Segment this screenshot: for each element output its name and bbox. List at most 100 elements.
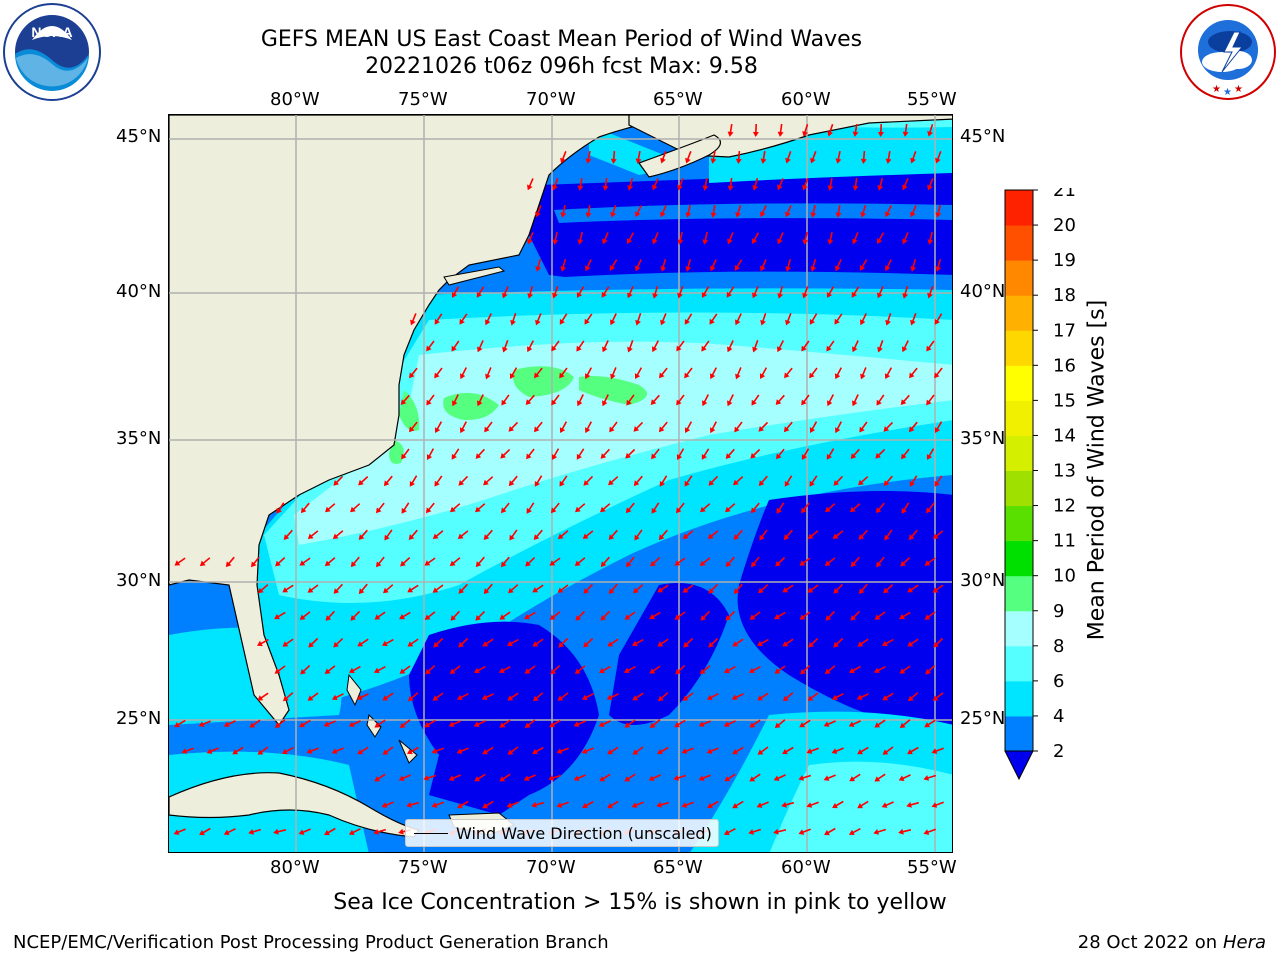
- colorbar-tick-label: 18: [1053, 285, 1076, 306]
- wave-direction-arrowhead: [748, 829, 754, 835]
- wave-direction-arrowhead: [834, 373, 841, 380]
- wave-direction-arrowhead: [860, 158, 867, 164]
- wave-direction-arrowhead: [707, 533, 714, 539]
- wave-direction-arrowhead: [757, 640, 763, 647]
- wave-direction-arrowhead: [476, 292, 482, 298]
- wave-direction-arrowhead: [610, 319, 616, 326]
- wave-direction-arrowhead: [610, 158, 617, 164]
- wave-direction-arrowhead: [257, 587, 264, 594]
- wave-direction-arrowhead: [882, 640, 888, 647]
- wave-direction-arrowhead: [376, 507, 382, 514]
- wave-direction-arrowhead: [533, 695, 539, 702]
- wave-direction-arrowhead: [802, 184, 808, 191]
- wave-direction-arrowhead: [759, 373, 766, 379]
- bottom-lon-tick: 70°W: [526, 857, 576, 878]
- wave-direction-arrowhead: [925, 668, 931, 675]
- wave-direction-arrowhead: [507, 749, 514, 755]
- svg-text:★: ★: [1234, 84, 1243, 95]
- wave-direction-arrowhead: [423, 775, 430, 781]
- wave-direction-arrowhead: [798, 829, 805, 835]
- wave-direction-arrowhead: [785, 157, 791, 164]
- wave-direction-arrowhead: [598, 721, 605, 727]
- wave-direction-arrowhead: [708, 480, 715, 486]
- wave-direction-arrowhead: [699, 560, 706, 566]
- wave-direction-arrowhead: [534, 481, 540, 487]
- wave-direction-arrowhead: [426, 399, 432, 406]
- wave-direction-arrowhead: [809, 372, 815, 379]
- wave-direction-arrowhead: [652, 184, 658, 191]
- wave-direction-arrowhead: [684, 480, 690, 487]
- wave-direction-arrowhead: [501, 399, 507, 406]
- wave-direction-arrowhead: [849, 776, 856, 782]
- wave-direction-arrowhead: [758, 426, 765, 432]
- wave-direction-arrowhead: [600, 506, 606, 513]
- wave-direction-arrowhead: [535, 266, 542, 272]
- wave-direction-arrowhead: [725, 453, 732, 459]
- wave-direction-arrowhead: [450, 506, 456, 513]
- footer-machine: Hera: [1222, 932, 1266, 953]
- wave-direction-arrowhead: [323, 721, 330, 727]
- wave-direction-arrowhead: [552, 239, 559, 245]
- wave-direction-arrowhead: [698, 775, 705, 781]
- wave-direction-arrowhead: [174, 722, 180, 728]
- wave-direction-arrowhead: [325, 506, 331, 513]
- wave-direction-arrowhead: [576, 292, 583, 298]
- colorbar-tick-label: 11: [1053, 531, 1076, 552]
- wave-direction-arrowhead: [750, 452, 756, 459]
- wave-direction-arrowhead: [676, 454, 683, 460]
- wave-direction-arrowhead: [902, 131, 909, 137]
- wave-direction-arrowhead: [801, 507, 807, 514]
- wave-direction-arrowhead: [782, 641, 789, 647]
- wave-direction-arrowhead: [851, 291, 857, 298]
- wave-direction-arrowhead: [752, 292, 758, 299]
- wave-direction-arrowhead: [408, 695, 414, 702]
- wave-direction-arrowhead: [434, 480, 440, 487]
- wave-direction-arrowhead: [607, 641, 614, 647]
- wave-direction-arrowhead: [458, 641, 464, 648]
- wave-direction-arrowhead: [931, 748, 938, 754]
- wave-direction-arrowhead: [784, 372, 790, 379]
- wave-direction-arrowhead: [684, 427, 691, 433]
- wave-direction-arrowhead: [658, 695, 664, 702]
- wave-direction-arrowhead: [784, 481, 790, 487]
- left-lat-tick: 35°N: [116, 428, 162, 449]
- wave-direction-arrowhead: [710, 427, 716, 434]
- wave-direction-arrowhead: [509, 373, 516, 379]
- wave-direction-arrowhead: [581, 748, 588, 754]
- wave-direction-arrowhead: [458, 480, 465, 486]
- wave-direction-arrowhead: [451, 292, 458, 298]
- wave-direction-arrowhead: [534, 426, 540, 433]
- wave-direction-arrowhead: [635, 319, 641, 326]
- wave-direction-arrowhead: [783, 426, 790, 433]
- wave-direction-arrowhead: [827, 130, 833, 137]
- colorbar-tick-label: 21: [1053, 188, 1076, 201]
- wave-direction-arrowhead: [827, 400, 833, 407]
- wave-direction-arrowhead: [552, 292, 558, 299]
- wave-direction-arrowhead: [732, 641, 739, 647]
- wave-direction-arrowhead: [257, 695, 264, 701]
- wave-direction-arrowhead: [577, 185, 584, 191]
- wave-direction-arrowhead: [674, 560, 681, 566]
- colorbar-segment: [1005, 435, 1033, 471]
- wave-direction-arrowhead: [456, 748, 463, 754]
- wave-direction-arrowhead: [885, 211, 891, 218]
- wave-direction-arrowhead: [626, 238, 633, 244]
- wave-direction-arrowhead: [885, 319, 891, 326]
- wave-direction-arrowhead: [907, 748, 913, 755]
- wave-direction-arrowhead: [751, 561, 757, 568]
- wave-direction-arrowhead: [602, 238, 608, 245]
- wave-direction-arrowhead: [560, 212, 567, 218]
- wave-direction-arrowhead: [173, 829, 180, 835]
- wave-direction-arrowhead: [357, 641, 364, 647]
- wave-direction-arrowhead: [474, 776, 481, 782]
- wave-direction-arrowhead: [407, 641, 414, 647]
- wave-direction-arrowhead: [850, 453, 857, 459]
- wave-direction-arrowhead: [583, 480, 590, 486]
- wave-direction-arrowhead: [199, 829, 205, 836]
- wave-direction-arrowhead: [752, 185, 759, 191]
- wave-direction-arrowhead: [448, 721, 455, 727]
- wave-direction-arrowhead: [602, 346, 608, 353]
- wave-direction-arrowhead: [635, 265, 641, 272]
- wave-direction-arrowhead: [825, 506, 831, 513]
- wave-direction-arrowhead: [777, 184, 783, 191]
